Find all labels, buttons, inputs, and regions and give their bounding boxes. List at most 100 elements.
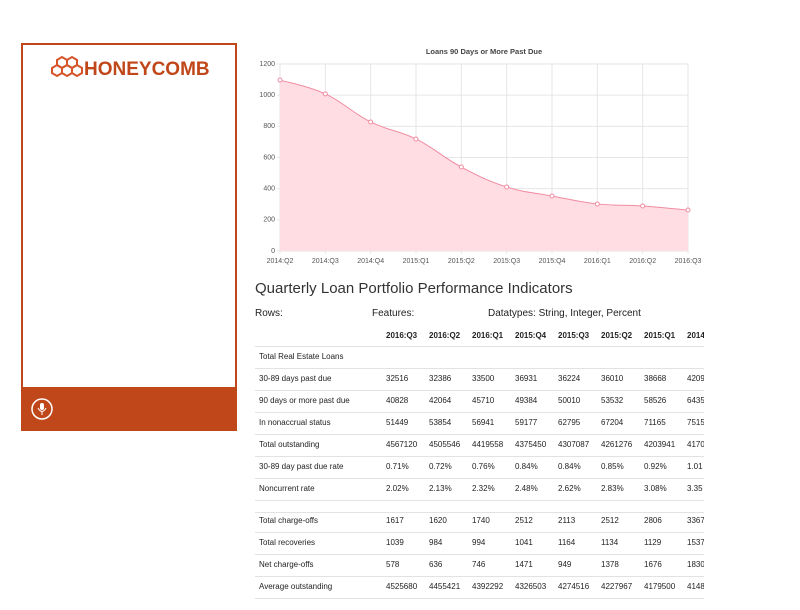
x-tick-label: 2016:Q3 xyxy=(675,258,702,265)
cell: 1041 xyxy=(515,538,533,547)
cell: 636 xyxy=(429,560,443,569)
cell: 2.48% xyxy=(515,484,538,493)
cell: 1164 xyxy=(558,538,576,547)
cell: 36931 xyxy=(515,374,538,383)
point xyxy=(458,164,464,170)
logo-icon xyxy=(51,55,83,78)
cell: 4148 xyxy=(687,582,704,591)
cell: 2.62% xyxy=(558,484,581,493)
cell: 2.02% xyxy=(386,484,409,493)
cell: 984 xyxy=(429,538,443,547)
cell: 49384 xyxy=(515,396,538,405)
cell: 4326503 xyxy=(515,582,547,591)
line xyxy=(279,79,689,211)
area xyxy=(280,80,688,251)
row-label: 90 days or more past due xyxy=(259,396,350,405)
cell: 1134 xyxy=(601,538,619,547)
cell: 1740 xyxy=(472,516,490,525)
row-label: In nonaccrual status xyxy=(259,418,331,427)
cell: 1378 xyxy=(601,560,619,569)
mic-button[interactable] xyxy=(31,398,53,420)
cell: 62795 xyxy=(558,418,581,427)
cell: 994 xyxy=(472,538,486,547)
cell: 4419558 xyxy=(472,440,504,449)
row-divider xyxy=(255,512,704,513)
cell: 2512 xyxy=(601,516,619,525)
cell: 59177 xyxy=(515,418,538,427)
y-tick-label: 600 xyxy=(263,154,275,161)
cell: 1537 xyxy=(687,538,704,547)
y-tick-label: 0 xyxy=(271,248,275,255)
cell: 0.76% xyxy=(472,462,495,471)
cell: 1039 xyxy=(386,538,404,547)
cell: 40828 xyxy=(386,396,409,405)
row-label: Net charge-offs xyxy=(259,560,314,569)
cell: 0.92% xyxy=(644,462,667,471)
cell: 58526 xyxy=(644,396,667,405)
row-divider xyxy=(255,434,704,435)
cell: 4525680 xyxy=(386,582,418,591)
cell: 67204 xyxy=(601,418,624,427)
x-tick-label: 2015:Q3 xyxy=(493,258,520,265)
row-divider xyxy=(255,554,704,555)
cell: 71165 xyxy=(644,418,666,427)
cell: 0.71% xyxy=(386,462,409,471)
x-tick-label: 2014:Q4 xyxy=(357,258,384,265)
row-divider xyxy=(255,598,704,599)
cell: 2113 xyxy=(558,516,576,525)
column-header: 2016:Q1 xyxy=(472,331,504,340)
cell: 4170 xyxy=(687,440,704,449)
cell: 3.08% xyxy=(644,484,667,493)
row-divider xyxy=(255,346,704,347)
cell: 0.84% xyxy=(515,462,538,471)
cell: 0.72% xyxy=(429,462,452,471)
column-header: 2015:Q1 xyxy=(644,331,676,340)
cell: 38668 xyxy=(644,374,667,383)
cell: 32386 xyxy=(429,374,452,383)
cell: 2512 xyxy=(515,516,533,525)
cell: 53854 xyxy=(429,418,452,427)
row-label: Noncurrent rate xyxy=(259,484,315,493)
point xyxy=(277,77,283,83)
x-tick-label: 2016:Q2 xyxy=(629,258,656,265)
cell: 6435 xyxy=(687,396,704,405)
sidebar xyxy=(21,43,237,431)
column-header: 2015:Q4 xyxy=(515,331,547,340)
point xyxy=(685,207,691,213)
rows-label: Rows: xyxy=(255,308,283,319)
point xyxy=(322,91,328,97)
row-label: Average outstanding xyxy=(259,582,333,591)
cell: 4274516 xyxy=(558,582,590,591)
x-tick-label: 2015:Q4 xyxy=(539,258,566,265)
row-divider xyxy=(255,390,704,391)
cell: 3.35 xyxy=(687,484,703,493)
y-tick-label: 800 xyxy=(263,123,275,130)
x-tick-label: 2015:Q1 xyxy=(403,258,430,265)
cell: 949 xyxy=(558,560,572,569)
cell: 50010 xyxy=(558,396,581,405)
row-label: 30-89 days past due xyxy=(259,374,332,383)
y-tick-label: 400 xyxy=(263,186,275,193)
row-label: Total charge-offs xyxy=(259,516,318,525)
cell: 4567120 xyxy=(386,440,418,449)
cell: 1620 xyxy=(429,516,447,525)
y-tick-label: 1000 xyxy=(259,92,275,99)
cell: 578 xyxy=(386,560,400,569)
cell: 4209 xyxy=(687,374,704,383)
cell: 1830 xyxy=(687,560,704,569)
row-divider xyxy=(255,412,704,413)
cell: 1676 xyxy=(644,560,662,569)
cell: 4392292 xyxy=(472,582,504,591)
point xyxy=(368,119,374,125)
data-table: Quarterly Loan Portfolio Performance Ind… xyxy=(255,276,704,610)
row-divider xyxy=(255,478,704,479)
cell: 0.85% xyxy=(601,462,624,471)
row-divider xyxy=(255,456,704,457)
cell: 4375450 xyxy=(515,440,547,449)
cell: 45710 xyxy=(472,396,495,405)
cell: 2.13% xyxy=(429,484,452,493)
section-title: Total Real Estate Loans xyxy=(259,352,344,361)
datatypes: Datatypes: String, Integer, Percent xyxy=(488,308,641,319)
